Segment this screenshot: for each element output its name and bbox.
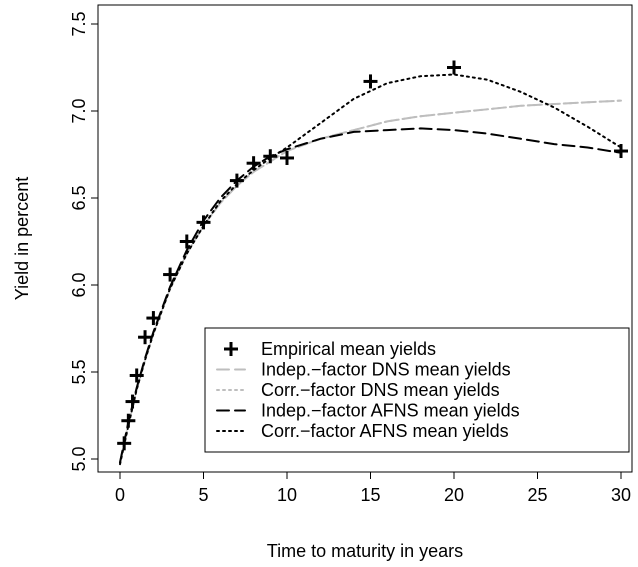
plot-frame	[97, 4, 633, 473]
y-axis-label: Yield in percent	[12, 177, 32, 300]
empirical-point	[280, 150, 294, 165]
legend-item-afns-corr-line: Corr.−factor AFNS mean yields	[216, 421, 509, 441]
x-axis: 0 5 10 15 20 25 30	[115, 472, 631, 505]
empirical-point	[196, 215, 211, 230]
legend-label: Indep.−factor DNS mean yields	[261, 360, 511, 380]
empirical-point	[129, 368, 144, 383]
empirical-point	[263, 149, 278, 164]
legend-box	[204, 327, 630, 453]
empirical-point	[447, 60, 461, 75]
x-tick-label: 0	[115, 485, 125, 505]
empirical-point	[146, 311, 161, 326]
y-axis: 5.0 5.5 6.0 6.5 7.0 7.5	[69, 11, 98, 472]
legend-label: Indep.−factor AFNS mean yields	[261, 401, 520, 421]
dns-corr-line	[119, 99, 622, 464]
empirical-point	[363, 74, 378, 89]
y-tick-label: 5.0	[69, 446, 89, 471]
empirical-point	[229, 173, 244, 188]
legend-item-empirical: Empirical mean yields	[224, 339, 436, 359]
x-tick-label: 15	[360, 485, 380, 505]
empirical-point	[121, 413, 136, 428]
legend-item-dns-indep-line: Indep.−factor DNS mean yields	[216, 360, 511, 380]
empirical-point	[614, 144, 628, 159]
empirical-point	[117, 436, 132, 451]
y-tick-label: 7.0	[69, 98, 89, 123]
x-tick-label: 20	[444, 485, 464, 505]
x-axis-label: Time to maturity in years	[267, 541, 463, 561]
x-tick-label: 10	[277, 485, 297, 505]
y-tick-label: 7.5	[69, 11, 89, 36]
legend-item-afns-indep-line: Indep.−factor AFNS mean yields	[216, 401, 520, 421]
empirical-point	[246, 156, 261, 171]
legend-item-dns-corr-line: Corr.−factor DNS mean yields	[216, 380, 500, 400]
empirical-point	[138, 330, 153, 345]
x-tick-label: 30	[611, 485, 631, 505]
x-tick-label: 25	[527, 485, 547, 505]
x-tick-label: 5	[198, 485, 208, 505]
legend-label-empirical: Empirical mean yields	[261, 339, 436, 359]
empirical-point	[179, 234, 194, 249]
y-tick-label: 6.5	[69, 185, 89, 210]
y-tick-label: 5.5	[69, 359, 89, 384]
empirical-points	[117, 60, 628, 451]
legend-label: Corr.−factor AFNS mean yields	[261, 421, 509, 441]
empirical-point	[163, 267, 178, 282]
y-tick-label: 6.0	[69, 272, 89, 297]
legend-label: Corr.−factor DNS mean yields	[261, 380, 500, 400]
empirical-point	[125, 394, 140, 409]
